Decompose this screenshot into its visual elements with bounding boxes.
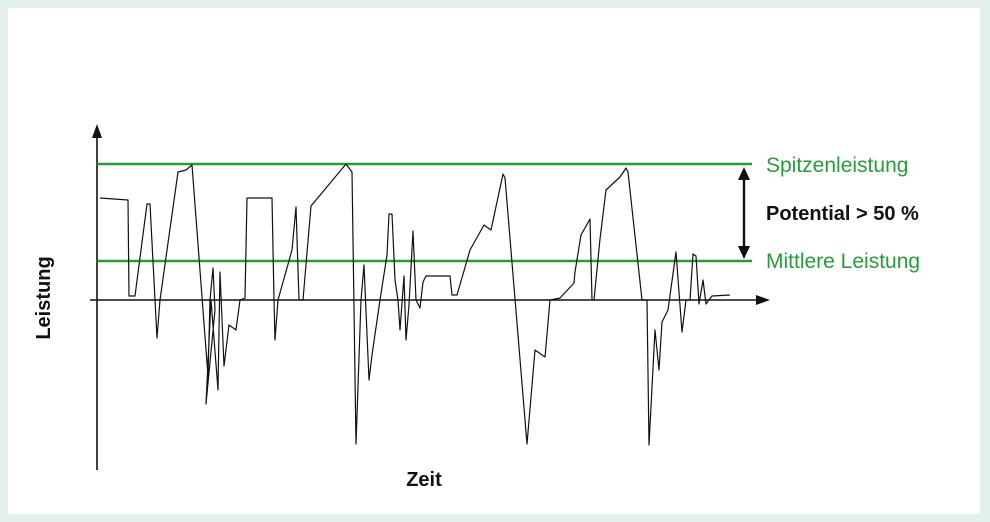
y-axis-title: Leistung [33,256,55,339]
x-axis-arrowhead [756,295,770,305]
power-signal-trace [99,163,731,446]
y-axis-arrowhead [92,124,102,138]
average-label: Mittlere Leistung [766,250,920,273]
potential-arrow-up [738,167,750,180]
x-axis-title: Zeit [406,469,442,491]
peak-label: Spitzenleistung [766,154,908,177]
potential-label: Potential > 50 % [766,203,919,225]
potential-arrow-down [738,246,750,259]
